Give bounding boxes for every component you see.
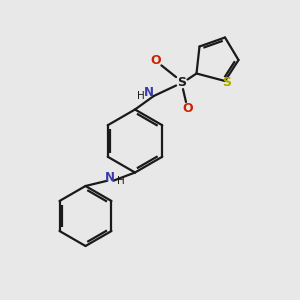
Text: O: O (151, 53, 161, 67)
Text: N: N (105, 171, 115, 184)
Text: H: H (137, 91, 145, 101)
Text: H: H (117, 176, 124, 186)
Text: S: S (177, 76, 186, 89)
Text: S: S (222, 76, 231, 89)
Text: N: N (144, 86, 154, 100)
Text: O: O (182, 101, 193, 115)
